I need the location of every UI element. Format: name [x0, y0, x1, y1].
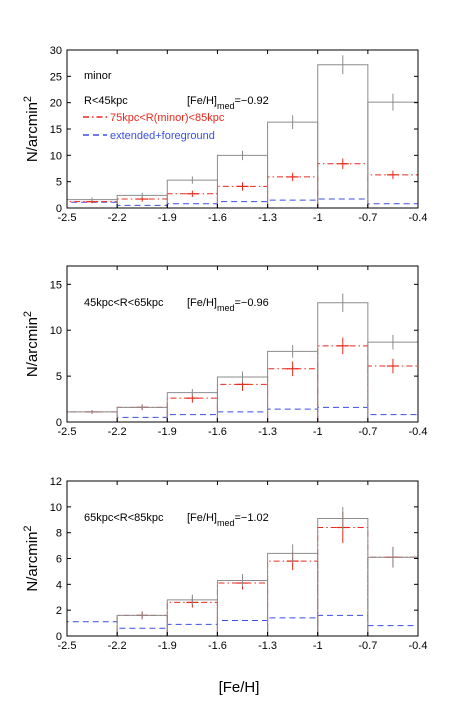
x-tick-label-1: -2.2 — [108, 426, 127, 438]
median-sub: med — [217, 101, 235, 111]
y-tick-label-6: 30 — [50, 45, 62, 57]
y-tick-label-0: 0 — [56, 631, 62, 643]
panel-top: -2.5 -2.2 -1.9 -1.6 -1.3 -1 -0.7 -0.4 0 5 10 15 20 25… — [22, 45, 427, 224]
legend-label-red-dashdot: 75kpc<R(minor)<85kpc — [110, 112, 225, 124]
x-tick-label-7: -0.4 — [409, 426, 428, 438]
y-tick-label-2: 4 — [56, 579, 62, 591]
median-prefix: [Fe/H] — [187, 297, 217, 309]
x-tick-label-3: -1.6 — [208, 426, 227, 438]
median-prefix: [Fe/H] — [187, 95, 217, 107]
median-value: =−1.02 — [234, 512, 268, 524]
y-axis-label-middle: N/arcmin2 — [22, 311, 41, 377]
y-axis-label-bottom: N/arcmin2 — [22, 525, 41, 591]
x-tick-label-6: -0.7 — [358, 426, 377, 438]
y-tick-label-6: 12 — [50, 476, 62, 488]
y-axis-label-sup: 2 — [22, 311, 34, 317]
region-label-middle: 45kpc<R<65kpc — [84, 297, 164, 309]
median-feh-bottom: [Fe/H]med=−1.02 — [187, 512, 269, 528]
y-tick-label-2: 10 — [50, 325, 62, 337]
x-tick-label-1: -2.2 — [108, 640, 127, 652]
region-label-top: R<45kpc — [84, 95, 128, 107]
y-axis-label-base: N/arcmin — [24, 317, 41, 377]
x-tick-label-2: -1.9 — [158, 212, 177, 224]
x-tick-label-6: -0.7 — [358, 212, 377, 224]
panel-title-minor: minor — [84, 70, 112, 82]
y-axis-label-top: N/arcmin2 — [22, 96, 41, 162]
y-axis-label-base: N/arcmin — [24, 532, 41, 592]
median-sub: med — [217, 303, 235, 313]
x-tick-label-0: -2.5 — [58, 426, 77, 438]
x-tick-label-2: -1.9 — [158, 426, 177, 438]
region-label-bottom: 65kpc<R<85kpc — [84, 512, 164, 524]
y-axis-label-sup: 2 — [22, 96, 34, 102]
y-tick-label-3: 6 — [56, 554, 62, 566]
y-tick-label-5: 25 — [50, 71, 62, 83]
x-tick-label-6: -0.7 — [358, 640, 377, 652]
y-tick-label-4: 20 — [50, 98, 62, 110]
y-tick-label-3: 15 — [50, 124, 62, 136]
y-axis-label-sup: 2 — [22, 525, 34, 531]
median-prefix: [Fe/H] — [187, 512, 217, 524]
y-tick-label-1: 5 — [56, 371, 62, 383]
panel-middle: -2.5 -2.2 -1.9 -1.6 -1.3 -1 -0.7 -0.4 0 5 10 15 N/ar… — [22, 265, 428, 438]
x-tick-label-2: -1.9 — [158, 640, 177, 652]
y-tick-label-0: 0 — [56, 417, 62, 429]
x-tick-label-7: -0.4 — [409, 640, 428, 652]
axes-frame-middle — [66, 265, 419, 423]
y-tick-label-3: 15 — [50, 279, 62, 291]
x-tick-label-1: -2.2 — [108, 212, 127, 224]
median-feh-middle: [Fe/H]med=−0.96 — [187, 297, 269, 313]
x-tick-label-7: -0.4 — [409, 212, 428, 224]
x-tick-label-3: -1.6 — [208, 640, 227, 652]
y-tick-label-0: 0 — [56, 203, 62, 215]
x-tick-label-4: -1.3 — [258, 212, 277, 224]
x-axis-label: [Fe/H] — [219, 679, 260, 696]
y-tick-label-1: 5 — [56, 177, 62, 189]
x-tick-label-5: -1 — [313, 640, 323, 652]
y-tick-label-2: 10 — [50, 150, 62, 162]
y-axis-label-base: N/arcmin — [24, 102, 41, 162]
x-tick-label-4: -1.3 — [258, 426, 277, 438]
y-tick-label-1: 2 — [56, 605, 62, 617]
legend: 75kpc<R(minor)<85kpc extended+foreground — [83, 112, 225, 142]
median-sub: med — [217, 518, 235, 528]
x-tick-label-4: -1.3 — [258, 640, 277, 652]
median-feh-top: [Fe/H]med=−0.92 — [187, 95, 269, 111]
bar-blue-dash-4 — [267, 617, 319, 636]
y-tick-label-4: 8 — [56, 528, 62, 540]
x-tick-label-0: -2.5 — [58, 640, 77, 652]
x-tick-label-5: -1 — [313, 426, 323, 438]
x-tick-label-5: -1 — [313, 212, 323, 224]
x-tick-label-3: -1.6 — [208, 212, 227, 224]
y-tick-label-5: 10 — [50, 502, 62, 514]
median-value: =−0.96 — [234, 297, 268, 309]
panel-bottom: -2.5 -2.2 -1.9 -1.6 -1.3 -1 -0.7 -0.4 0 2 4 6 8 10 12 N… — [22, 476, 427, 652]
plot-area-middle — [67, 293, 418, 422]
legend-label-blue-dash: extended+foreground — [110, 130, 215, 142]
median-value: =−0.92 — [234, 95, 268, 107]
x-tick-label-0: -2.5 — [58, 212, 77, 224]
